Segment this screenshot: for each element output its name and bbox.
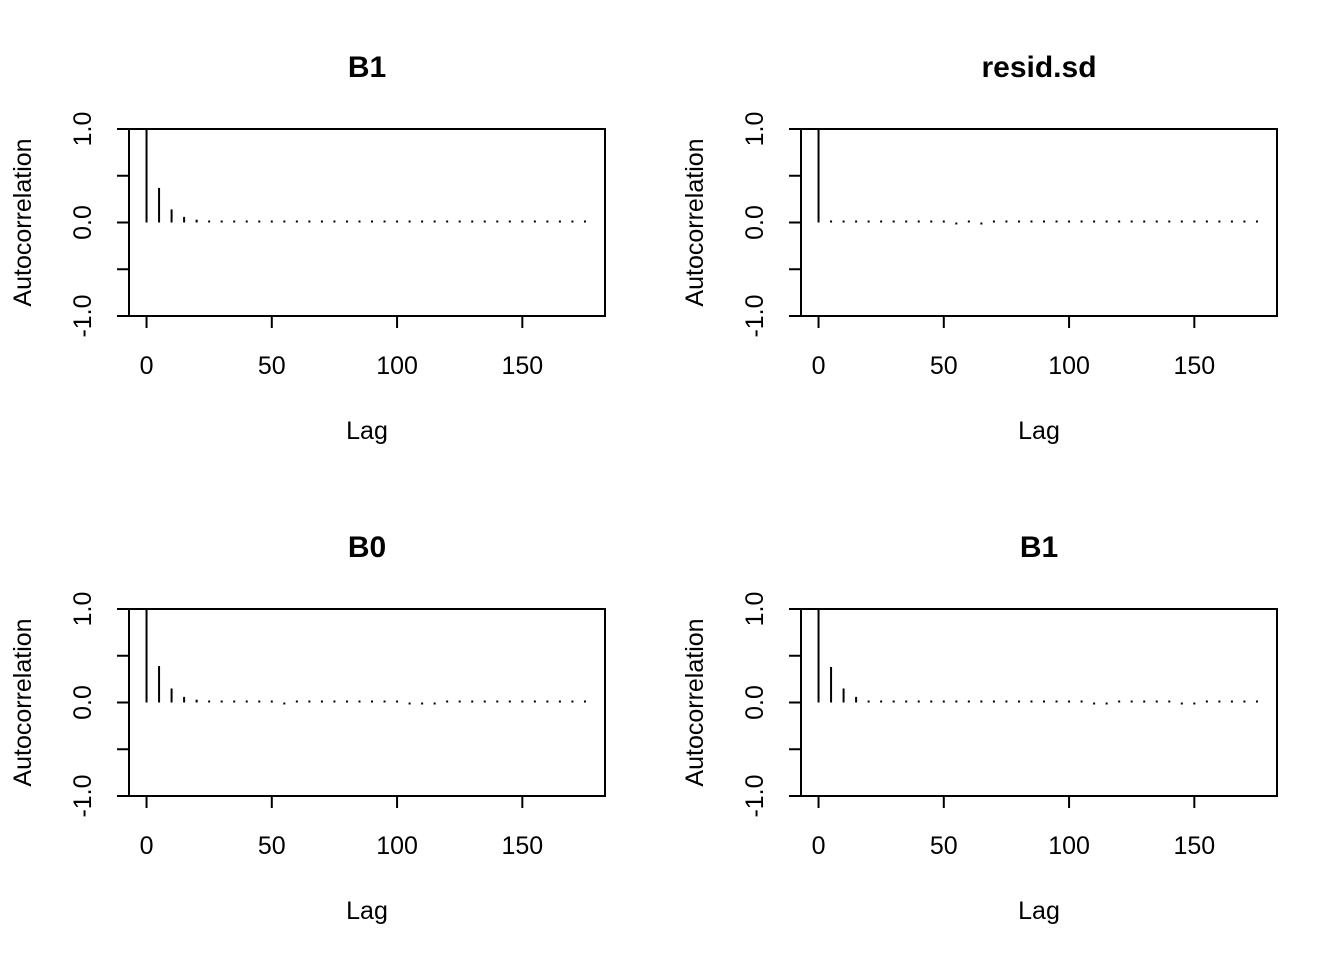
x-tick-label: 100 <box>376 832 418 860</box>
y-tick-label: 1.0 <box>741 112 769 147</box>
y-axis-label: Autocorrelation <box>9 138 37 306</box>
x-tick-label: 0 <box>812 832 826 860</box>
y-tick-label: -1.0 <box>741 774 769 817</box>
x-tick-label: 0 <box>812 352 826 380</box>
chart-title: B1 <box>1020 531 1058 564</box>
x-axis-label: Lag <box>346 897 388 925</box>
plot-frame <box>128 128 606 317</box>
y-tick-label: 1.0 <box>69 592 97 627</box>
x-tick-label: 100 <box>1048 832 1090 860</box>
y-tick-label: 1.0 <box>741 592 769 627</box>
plot-frame <box>800 608 1278 797</box>
chart-title: B1 <box>348 51 386 84</box>
x-tick-label: 100 <box>1048 352 1090 380</box>
y-tick-label: -1.0 <box>69 774 97 817</box>
y-tick-label: -1.0 <box>69 294 97 337</box>
x-axis-label: Lag <box>1018 897 1060 925</box>
plot-frame <box>128 608 606 797</box>
y-tick-label: 0.0 <box>741 685 769 720</box>
x-tick-label: 150 <box>1173 352 1215 380</box>
x-tick-label: 150 <box>1173 832 1215 860</box>
acf-panel-1: B1 0 50 100 150 -1.0 0.0 1.0 Lag Autocorrelation <box>9 51 606 445</box>
acf-panel-3: B0 0 50 100 150 -1.0 0.0 1.0 Lag Autocorrelation <box>9 531 606 925</box>
x-tick-label: 0 <box>140 832 154 860</box>
y-tick-label: 0.0 <box>69 685 97 720</box>
y-axis-label: Autocorrelation <box>681 138 709 306</box>
y-tick-label: 0.0 <box>69 205 97 240</box>
y-axis-label: Autocorrelation <box>681 618 709 786</box>
acf-panel-4: B1 0 50 100 150 -1.0 0.0 1.0 Lag Autocorrelation <box>681 531 1278 925</box>
chart-title: B0 <box>348 531 386 564</box>
y-tick-label: 0.0 <box>741 205 769 240</box>
y-axis-label: Autocorrelation <box>9 618 37 786</box>
x-axis-label: Lag <box>346 417 388 445</box>
x-tick-label: 50 <box>258 832 286 860</box>
x-tick-label: 0 <box>140 352 154 380</box>
x-tick-label: 50 <box>930 352 958 380</box>
x-axis-label: Lag <box>1018 417 1060 445</box>
x-tick-label: 50 <box>930 832 958 860</box>
acf-panel-2: resid.sd 0 50 100 150 -1.0 0.0 1.0 Lag Autocorrel… <box>681 51 1278 445</box>
x-tick-label: 150 <box>501 352 543 380</box>
y-tick-label: 1.0 <box>69 112 97 147</box>
plot-frame <box>800 128 1278 317</box>
chart-title: resid.sd <box>981 51 1096 84</box>
y-tick-label: -1.0 <box>741 294 769 337</box>
x-tick-label: 150 <box>501 832 543 860</box>
x-tick-label: 100 <box>376 352 418 380</box>
x-tick-label: 50 <box>258 352 286 380</box>
